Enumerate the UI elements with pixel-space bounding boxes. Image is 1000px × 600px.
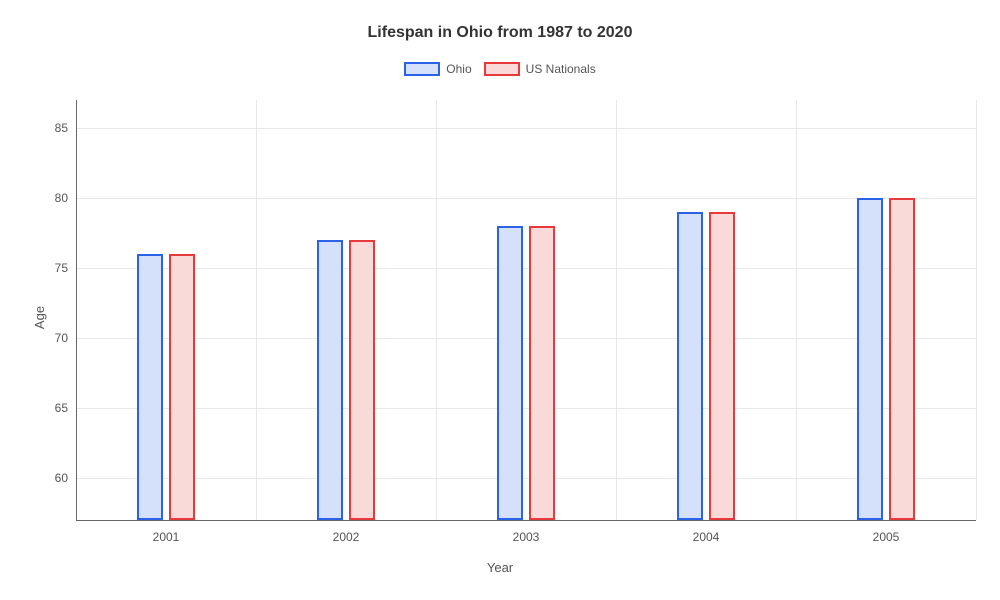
y-tick-label: 65	[55, 401, 76, 415]
chart-legend: Ohio US Nationals	[0, 62, 1000, 76]
bar	[169, 254, 195, 520]
gridline-vertical	[976, 100, 977, 520]
x-tick-label: 2003	[513, 520, 540, 544]
bar	[709, 212, 735, 520]
bar	[677, 212, 703, 520]
bar	[857, 198, 883, 520]
gridline-vertical	[796, 100, 797, 520]
gridline-horizontal	[76, 268, 976, 269]
legend-item: US Nationals	[484, 62, 596, 76]
y-tick-label: 70	[55, 331, 76, 345]
legend-swatch	[404, 62, 440, 76]
y-tick-label: 60	[55, 471, 76, 485]
legend-label: US Nationals	[526, 62, 596, 76]
gridline-vertical	[256, 100, 257, 520]
x-tick-label: 2005	[873, 520, 900, 544]
bar	[497, 226, 523, 520]
y-tick-label: 75	[55, 261, 76, 275]
gridline-horizontal	[76, 128, 976, 129]
gridline-vertical	[616, 100, 617, 520]
bar	[529, 226, 555, 520]
x-tick-label: 2002	[333, 520, 360, 544]
bar	[317, 240, 343, 520]
gridline-horizontal	[76, 408, 976, 409]
bar	[137, 254, 163, 520]
chart-container: Lifespan in Ohio from 1987 to 2020 Ohio U…	[0, 0, 1000, 600]
y-axis-line	[76, 100, 77, 520]
x-axis-line	[76, 520, 976, 521]
x-axis-title: Year	[0, 560, 1000, 575]
y-tick-label: 80	[55, 191, 76, 205]
x-tick-label: 2001	[153, 520, 180, 544]
bar	[889, 198, 915, 520]
plot-area: 60657075808520012002200320042005	[76, 100, 976, 520]
gridline-horizontal	[76, 478, 976, 479]
gridline-vertical	[436, 100, 437, 520]
legend-label: Ohio	[446, 62, 471, 76]
chart-title: Lifespan in Ohio from 1987 to 2020	[0, 24, 1000, 42]
x-tick-label: 2004	[693, 520, 720, 544]
legend-swatch	[484, 62, 520, 76]
gridline-horizontal	[76, 338, 976, 339]
bar	[349, 240, 375, 520]
gridline-horizontal	[76, 198, 976, 199]
y-axis-title: Age	[32, 306, 47, 329]
y-tick-label: 85	[55, 121, 76, 135]
legend-item: Ohio	[404, 62, 471, 76]
